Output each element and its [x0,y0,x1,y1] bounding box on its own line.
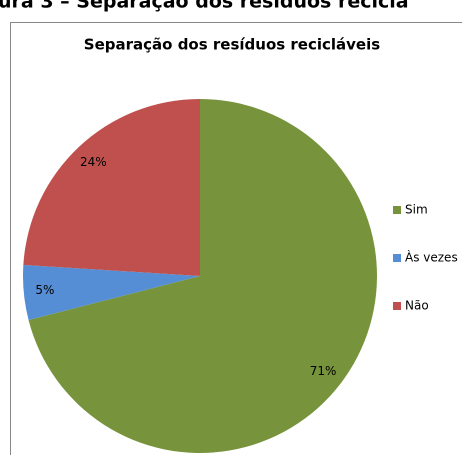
chart-border [10,22,462,455]
legend-label: Às vezes [405,250,458,265]
legend-swatch [393,254,401,262]
chart-title: Separação dos resíduos recicláveis [84,36,380,54]
legend-label: Sim [405,203,428,217]
pie-slice [23,99,200,276]
figure-caption: ura 3 – Separação dos resíduos reciclá [0,0,409,13]
pie-slice [28,99,377,453]
legend-swatch [393,206,401,214]
pie-slice [22,264,200,321]
data-label: 71% [310,364,337,378]
legend-swatch [393,302,401,310]
legend-label: Não [405,299,429,313]
data-label: 24% [80,155,107,169]
data-label: 5% [35,283,54,297]
